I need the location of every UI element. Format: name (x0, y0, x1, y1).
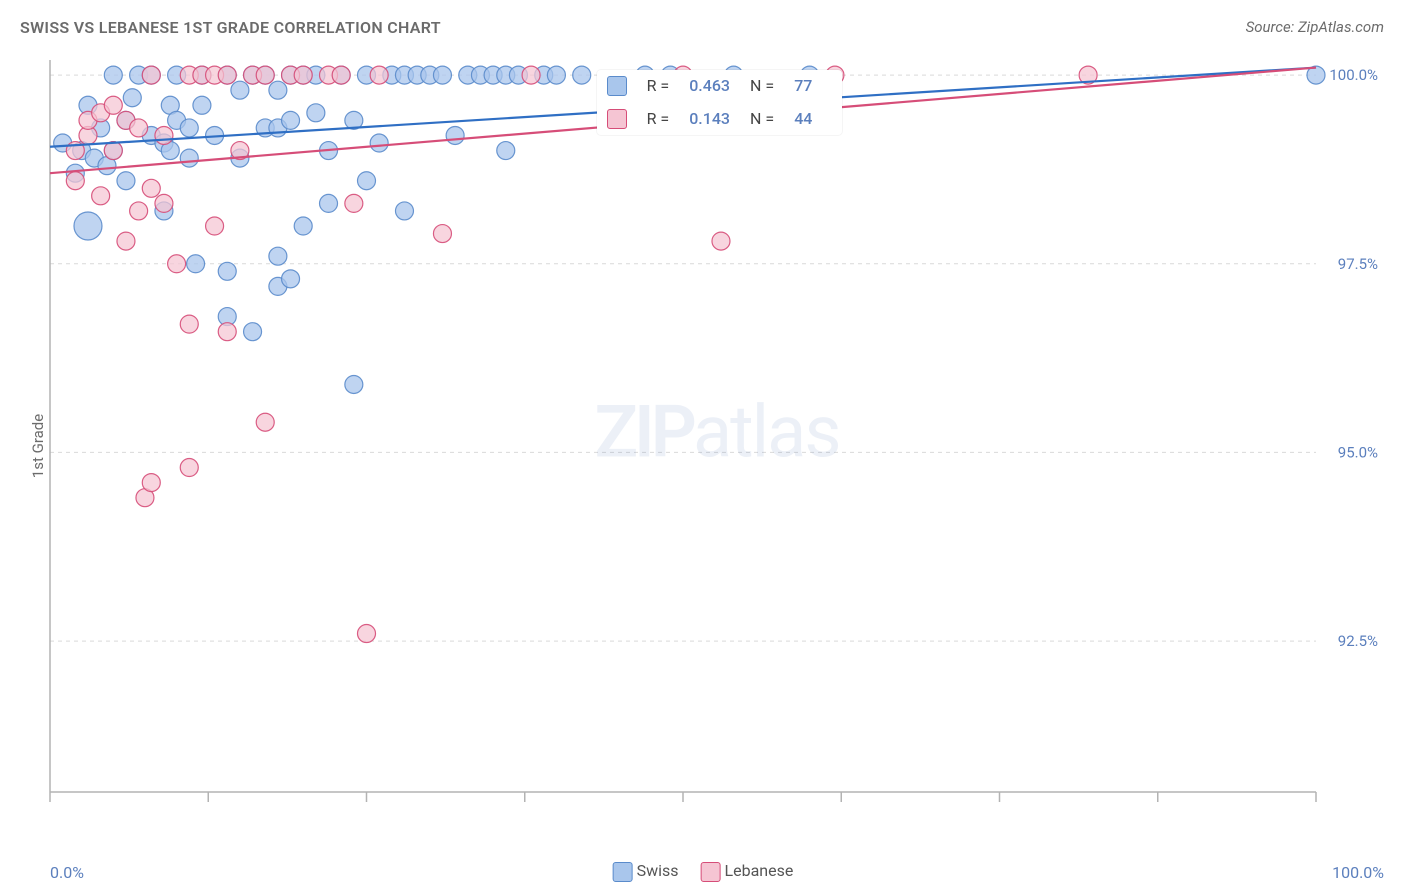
svg-text:100.0%: 100.0% (1329, 66, 1378, 84)
x-axis-max-label: 100.0% (1332, 863, 1384, 882)
scatter-svg: 92.5% 95.0% 97.5% 100.0% (48, 52, 1386, 812)
plot-area: 92.5%95.0%97.5%100.0% ZIPatlas R =0.463 … (48, 52, 1386, 812)
y-axis-label: 1st Grade (29, 414, 47, 478)
svg-text:95.0%: 95.0% (1338, 443, 1378, 461)
source-label: Source: ZipAtlas.com (1246, 18, 1384, 36)
series-legend: Swiss Lebanese (613, 861, 794, 882)
x-axis-min-label: 0.0% (50, 863, 84, 882)
legend-item: Swiss (613, 861, 679, 882)
svg-text:92.5%: 92.5% (1338, 632, 1378, 650)
stats-legend: R =0.463 N =77 R =0.143 N =44 (597, 70, 842, 136)
legend-item: Lebanese (701, 861, 794, 882)
svg-text:97.5%: 97.5% (1338, 255, 1378, 273)
chart-title: SWISS VS LEBANESE 1ST GRADE CORRELATION … (20, 18, 441, 37)
